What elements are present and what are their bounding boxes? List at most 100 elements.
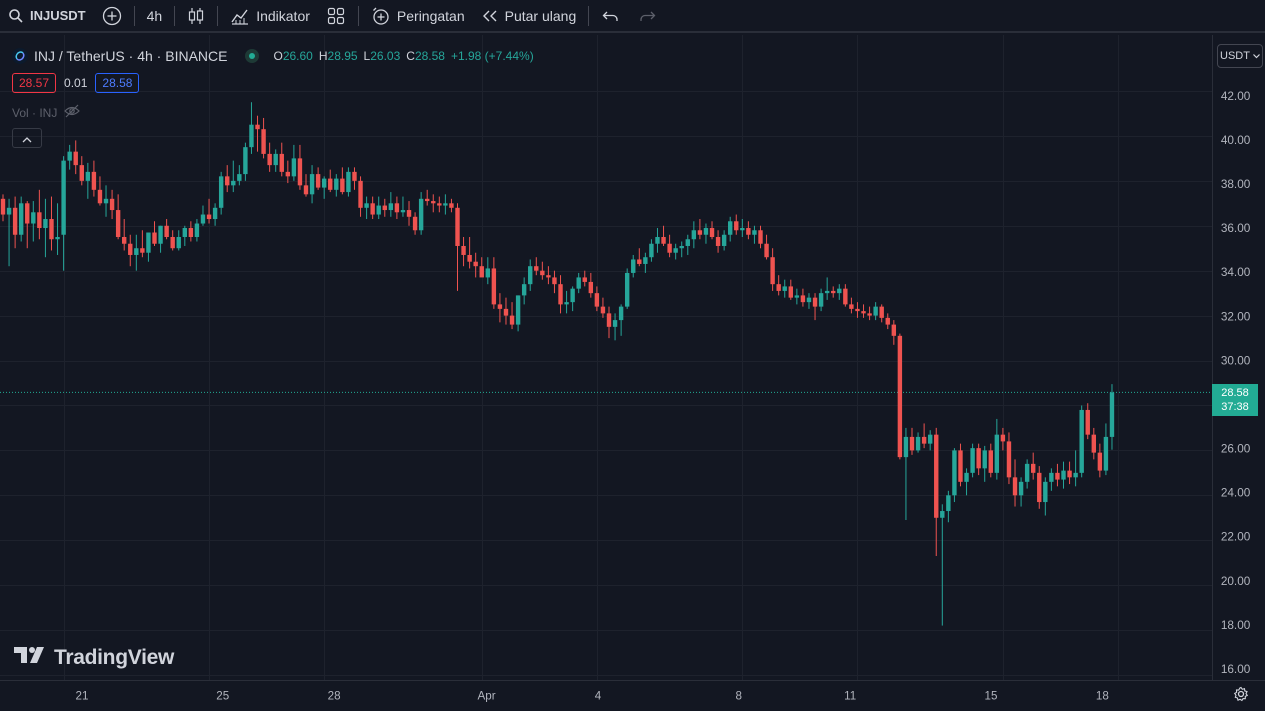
candle	[461, 237, 465, 266]
time-tick-label: 21	[75, 689, 88, 702]
candle-body	[910, 437, 914, 450]
chart-settings-button[interactable]	[1233, 686, 1249, 705]
undo-button[interactable]	[593, 0, 629, 32]
candle-body	[855, 309, 859, 311]
candle	[577, 273, 581, 293]
collapse-legend-button[interactable]	[12, 128, 42, 148]
brand-name: TradingView	[54, 646, 174, 670]
chart-type-button[interactable]	[179, 0, 213, 32]
candle-body	[516, 295, 520, 324]
redo-button[interactable]	[629, 0, 665, 32]
candle-body	[680, 246, 684, 248]
alert-button[interactable]: Peringatan	[363, 0, 473, 32]
candle-body	[1098, 453, 1102, 471]
candle	[976, 444, 980, 475]
candle-body	[898, 336, 902, 457]
replay-label: Putar ulang	[505, 8, 577, 24]
buy-button[interactable]: 28.58	[95, 73, 139, 93]
price-tick-label: 30.00	[1221, 354, 1251, 367]
candle-body	[207, 215, 211, 219]
layouts-button[interactable]	[318, 0, 354, 32]
candle	[201, 206, 205, 226]
candle	[916, 432, 920, 452]
candle-body	[625, 273, 629, 307]
currency-button[interactable]: USDT	[1217, 44, 1263, 68]
candle	[934, 428, 938, 556]
candle-body	[564, 302, 568, 304]
candle-body	[455, 208, 459, 246]
candle	[183, 226, 187, 246]
candle-body	[122, 237, 126, 244]
candle	[637, 248, 641, 266]
candle	[158, 226, 162, 253]
chart-legend: INJ / TetherUS · 4h · BINANCE O26.60 H28…	[12, 46, 534, 66]
candle	[328, 170, 332, 192]
candle-body	[873, 307, 877, 316]
replay-button[interactable]: Putar ulang	[473, 0, 585, 32]
price-tick-label: 34.00	[1221, 266, 1251, 279]
candle	[455, 203, 459, 291]
ohlc-open: O26.60	[273, 49, 312, 63]
candle-body	[274, 154, 278, 165]
symbol-title[interactable]: INJ / TetherUS · 4h · BINANCE	[34, 48, 227, 64]
candle	[522, 277, 526, 304]
candle	[231, 161, 235, 192]
candle	[1092, 428, 1096, 459]
candle-body	[7, 208, 11, 215]
candle-body	[758, 230, 762, 243]
candle-body	[667, 244, 671, 253]
candle-body	[637, 259, 641, 263]
candle	[358, 176, 362, 216]
candle-body	[219, 176, 223, 207]
compare-button[interactable]	[94, 0, 130, 32]
candle	[110, 190, 114, 219]
candle-body	[1031, 464, 1035, 473]
indicators-button[interactable]: Indikator	[222, 0, 318, 32]
candle-body	[449, 203, 453, 207]
candle	[964, 468, 968, 495]
price-axis[interactable]: 16.0018.0020.0022.0024.0026.0028.0030.00…	[1212, 35, 1265, 680]
volume-legend[interactable]: Vol · INJ	[12, 104, 80, 121]
candle-body	[601, 307, 605, 314]
candle-body	[1110, 392, 1114, 436]
candle-body	[740, 228, 744, 230]
time-tick-label: 8	[736, 689, 742, 702]
price-tick-label: 26.00	[1221, 443, 1251, 456]
candle	[770, 248, 774, 291]
chart-grid	[0, 35, 1212, 680]
candle	[170, 230, 174, 250]
candle	[613, 313, 617, 340]
candle-body	[976, 448, 980, 468]
candle-body	[661, 237, 665, 244]
candle-body	[467, 255, 471, 262]
indicators-icon	[230, 6, 250, 26]
candle	[116, 194, 120, 239]
eye-crossed-icon[interactable]	[64, 104, 80, 121]
price-change: +1.98 (+7.44%)	[451, 49, 534, 63]
candle	[546, 266, 550, 284]
sell-button[interactable]: 28.57	[12, 73, 56, 93]
candle	[13, 197, 17, 249]
symbol-search[interactable]: INJUSDT	[0, 0, 94, 32]
candle-body	[128, 244, 132, 255]
candle	[128, 235, 132, 266]
candle-body	[158, 226, 162, 244]
time-tick-label: 18	[1096, 689, 1109, 702]
candle	[801, 289, 805, 307]
interval-button[interactable]: 4h	[139, 0, 171, 32]
candle	[686, 235, 690, 255]
candle	[528, 259, 532, 290]
candle	[504, 298, 508, 325]
time-axis[interactable]: 212528Apr48111518	[0, 680, 1265, 711]
candlestick-chart[interactable]	[0, 35, 1212, 680]
candle-body	[80, 165, 84, 181]
candle	[1043, 477, 1047, 515]
candle-body	[213, 208, 217, 219]
tradingview-logo[interactable]: TradingView	[14, 646, 174, 670]
candle-body	[267, 154, 271, 165]
candle	[377, 197, 381, 219]
volume-label: Vol · INJ	[12, 106, 57, 120]
candle	[449, 199, 453, 212]
candle	[267, 143, 271, 172]
candle	[286, 161, 290, 183]
